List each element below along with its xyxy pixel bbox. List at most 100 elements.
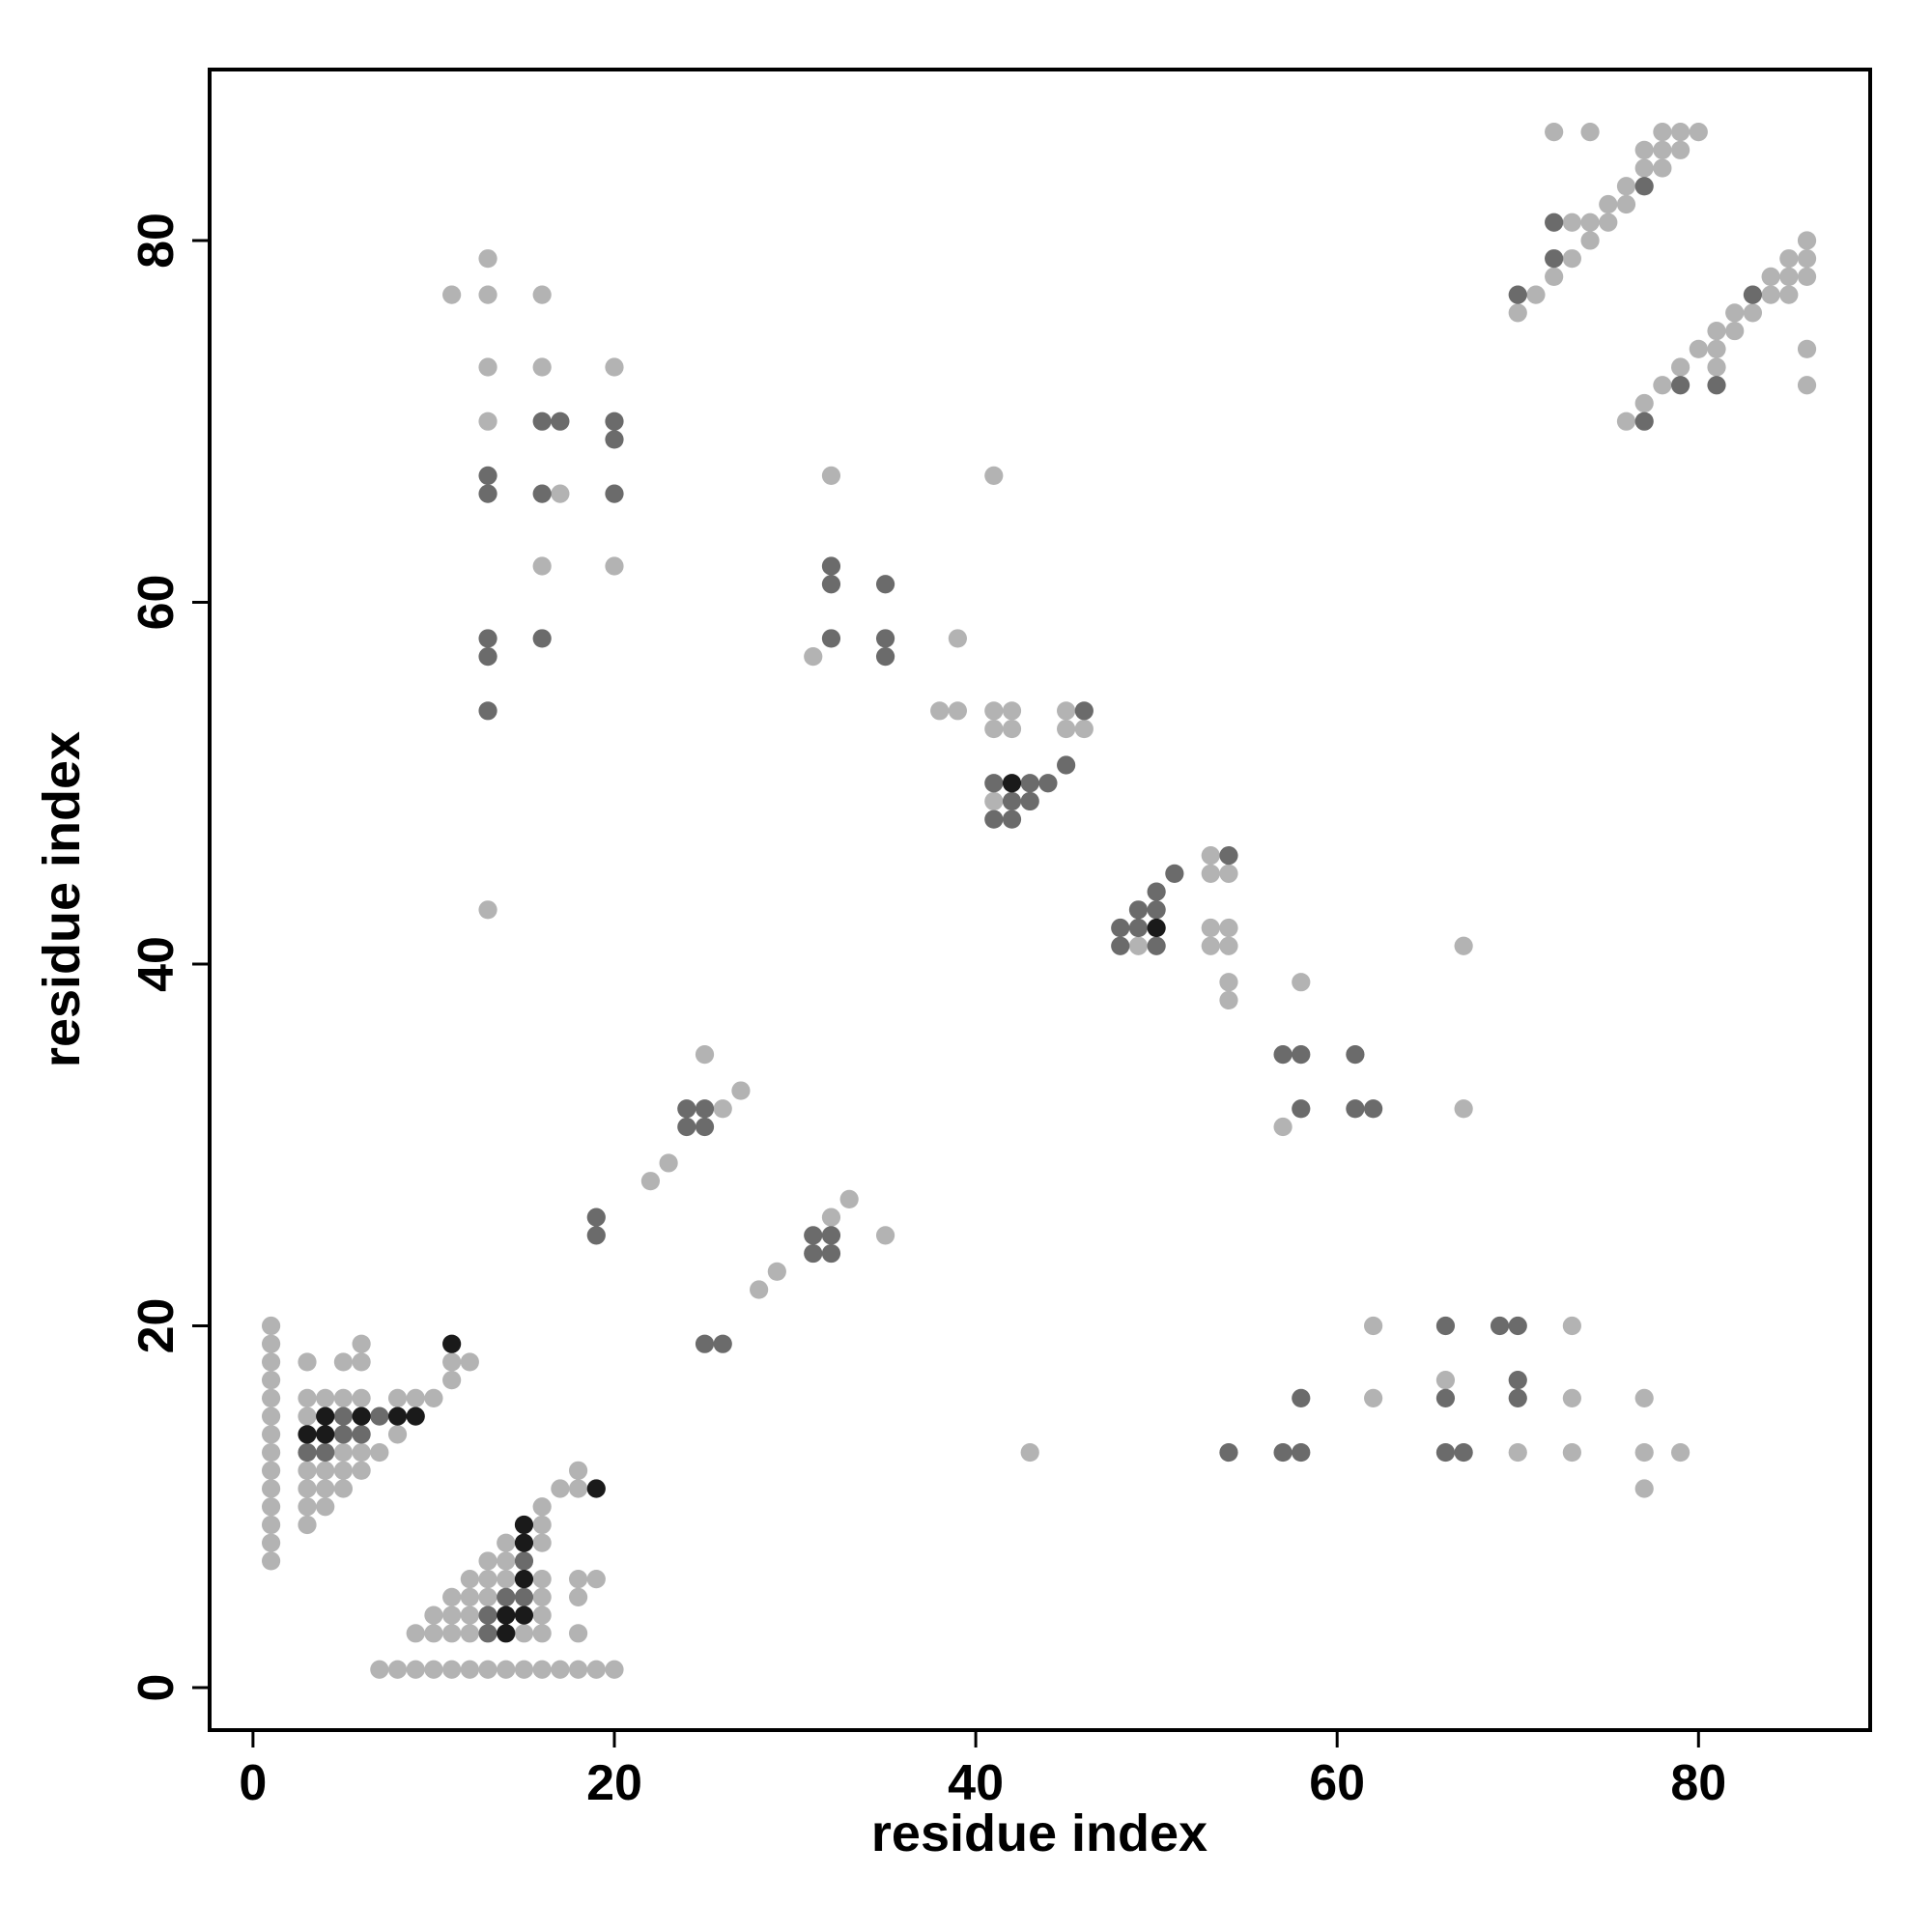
point (1545, 249, 1564, 269)
point (568, 1587, 588, 1606)
point (406, 1624, 425, 1643)
point (659, 1153, 678, 1173)
point (442, 1660, 462, 1679)
point (352, 1425, 371, 1444)
point (1508, 1316, 1527, 1336)
point (478, 249, 497, 269)
point (767, 1262, 786, 1281)
point (478, 1551, 497, 1571)
point (532, 1497, 552, 1517)
point (333, 1442, 354, 1463)
point (442, 1624, 462, 1643)
point (1346, 1045, 1365, 1065)
point (497, 1570, 516, 1589)
point (333, 1352, 354, 1372)
point (316, 1479, 335, 1498)
point (532, 1533, 552, 1552)
point (261, 1551, 281, 1571)
point (352, 1461, 371, 1480)
point (586, 1570, 606, 1589)
point (261, 1515, 281, 1535)
point (930, 701, 950, 721)
point (370, 1660, 389, 1679)
point (1201, 846, 1220, 866)
point (532, 629, 552, 648)
point (316, 1406, 335, 1426)
point (1689, 123, 1708, 142)
point (1002, 719, 1022, 739)
point (1111, 936, 1130, 955)
point (1147, 918, 1166, 938)
point (1670, 123, 1690, 142)
point (497, 1624, 516, 1643)
point (984, 810, 1004, 829)
point (333, 1425, 354, 1444)
point (1074, 719, 1094, 739)
point (478, 1605, 497, 1625)
point (442, 1605, 462, 1625)
point (406, 1406, 425, 1426)
point (1201, 864, 1220, 883)
point (1670, 376, 1690, 395)
point (1508, 303, 1527, 323)
point (1689, 339, 1708, 358)
point (1779, 267, 1799, 287)
point (984, 466, 1004, 485)
point (316, 1442, 335, 1463)
point (1653, 158, 1672, 178)
point (1779, 249, 1799, 269)
point (605, 430, 624, 449)
point (839, 1189, 859, 1209)
point (1797, 231, 1817, 250)
point (821, 629, 841, 648)
point (370, 1442, 389, 1463)
point (1074, 701, 1094, 721)
point (532, 1624, 552, 1643)
point (1002, 791, 1022, 811)
point (1670, 140, 1690, 159)
point (1545, 123, 1564, 142)
point (1653, 123, 1672, 142)
point (298, 1352, 317, 1372)
point (316, 1388, 335, 1407)
point (406, 1660, 425, 1679)
point (821, 1208, 841, 1227)
point (1292, 1099, 1311, 1119)
y-tick-label: 40 (128, 936, 185, 992)
point (424, 1624, 443, 1643)
point (442, 1352, 462, 1372)
point (1707, 339, 1726, 358)
point (551, 1479, 570, 1498)
point (514, 1605, 534, 1625)
point (532, 357, 552, 377)
point (1779, 285, 1799, 304)
point (1616, 412, 1636, 431)
point (568, 1660, 588, 1679)
point (370, 1406, 389, 1426)
point (1707, 376, 1726, 395)
point (1292, 1442, 1311, 1463)
point (1435, 1442, 1456, 1463)
point (551, 1660, 570, 1679)
point (1545, 213, 1564, 232)
point (1634, 1479, 1654, 1498)
point (1292, 1388, 1311, 1407)
point (316, 1461, 335, 1480)
point (1057, 755, 1076, 775)
point (1020, 1442, 1039, 1463)
point (478, 357, 497, 377)
point (821, 1243, 841, 1264)
point (1634, 1442, 1654, 1463)
point (695, 1117, 715, 1137)
point (984, 701, 1004, 721)
point (1599, 194, 1618, 214)
point (497, 1551, 516, 1571)
point (568, 1479, 588, 1498)
point (640, 1172, 661, 1191)
point (352, 1352, 371, 1372)
point (605, 1660, 624, 1679)
point (261, 1479, 281, 1498)
point (1219, 936, 1238, 955)
point (460, 1660, 479, 1679)
point (1562, 1442, 1581, 1463)
